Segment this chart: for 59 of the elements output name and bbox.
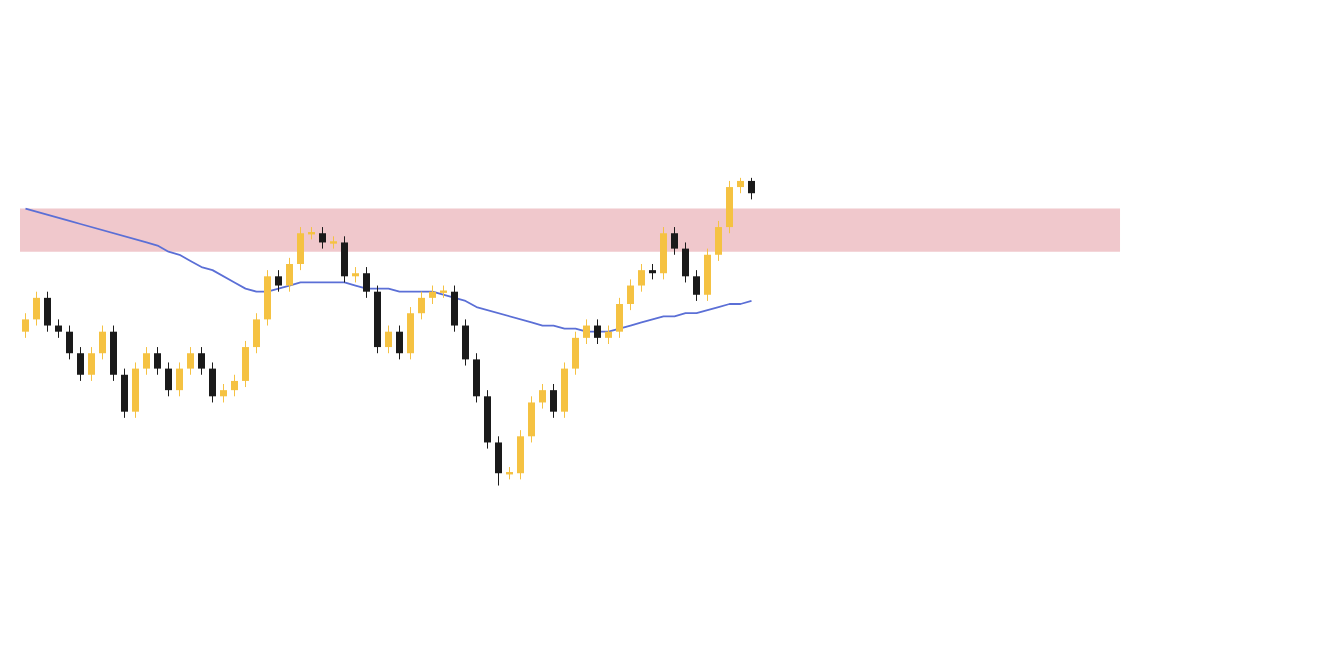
candlestick	[98, 325, 107, 360]
candlestick	[604, 325, 613, 345]
candlestick	[395, 325, 404, 360]
candlestick	[494, 435, 503, 487]
candlestick	[615, 297, 624, 339]
candlestick	[186, 346, 195, 376]
candlestick	[285, 257, 294, 293]
candlestick	[230, 374, 239, 397]
candlestick	[692, 269, 701, 302]
candlestick	[340, 235, 349, 283]
candlestick	[417, 291, 426, 320]
candlestick	[461, 318, 470, 367]
candlestick	[87, 346, 96, 382]
candlestick	[593, 318, 602, 345]
candlestick	[527, 395, 536, 443]
candlestick	[241, 340, 250, 388]
candlestick	[43, 291, 52, 333]
candlestick	[109, 325, 118, 382]
candlestick	[538, 383, 547, 410]
candlestick	[142, 346, 151, 376]
candlestick	[131, 361, 140, 419]
candlestick	[318, 226, 327, 250]
candlestick	[681, 241, 690, 283]
candlestick	[560, 361, 569, 419]
candlestick	[725, 180, 734, 234]
candlestick	[296, 226, 305, 271]
candlestick	[549, 383, 558, 419]
candlestick	[703, 248, 712, 302]
candlestick	[362, 266, 371, 299]
candlestick	[516, 429, 525, 480]
candlestick	[472, 352, 481, 403]
candlestick	[582, 318, 591, 345]
candlestick	[571, 331, 580, 376]
candlestick	[637, 263, 646, 293]
candlestick	[153, 346, 162, 376]
candlestick	[32, 291, 41, 327]
candlestick	[76, 346, 85, 382]
candlestick	[428, 285, 437, 305]
candlestick	[197, 346, 206, 376]
candlestick	[164, 361, 173, 397]
candlestick	[714, 220, 723, 262]
candlestick	[21, 312, 30, 339]
candlestick	[263, 269, 272, 327]
candlestick	[274, 269, 283, 293]
candlestick	[747, 177, 756, 200]
candlestick	[384, 325, 393, 354]
candlestick	[670, 226, 679, 256]
candlestick	[659, 226, 668, 280]
candlestick	[626, 278, 635, 311]
candlestick	[252, 312, 261, 354]
candlestick	[120, 368, 129, 419]
candlestick	[450, 285, 459, 333]
candlestick	[219, 383, 228, 403]
candlestick	[175, 361, 184, 397]
candlestick	[54, 318, 63, 339]
candlestick	[406, 306, 415, 360]
candlestick	[65, 325, 74, 360]
candlestick	[208, 361, 217, 403]
candlestick	[483, 389, 492, 450]
